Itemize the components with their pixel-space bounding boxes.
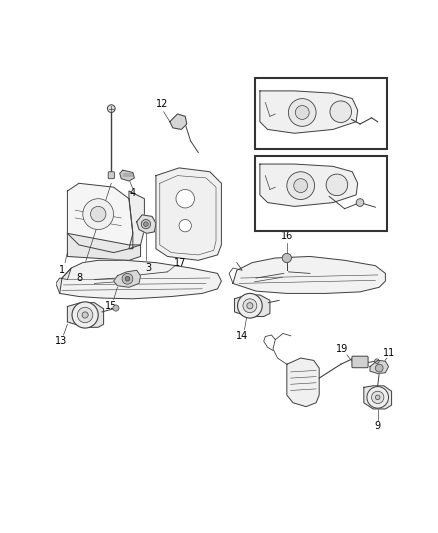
Circle shape	[107, 105, 115, 112]
Text: 11: 11	[383, 348, 396, 358]
Text: (BUX): (BUX)	[260, 219, 284, 228]
Circle shape	[78, 308, 93, 322]
Circle shape	[287, 172, 314, 199]
Polygon shape	[287, 358, 319, 407]
Text: 1: 1	[59, 265, 65, 276]
Circle shape	[375, 395, 380, 400]
Text: 15: 15	[105, 301, 117, 311]
Circle shape	[356, 199, 364, 206]
Circle shape	[179, 220, 191, 232]
Bar	[254, 78, 387, 149]
Polygon shape	[67, 183, 133, 253]
Polygon shape	[129, 191, 145, 249]
Polygon shape	[120, 170, 134, 181]
Circle shape	[237, 294, 262, 318]
Text: 14: 14	[236, 331, 248, 341]
Bar	[254, 156, 387, 231]
Circle shape	[330, 101, 352, 123]
Text: 3: 3	[145, 263, 151, 273]
Circle shape	[141, 220, 151, 229]
Circle shape	[72, 302, 98, 328]
FancyBboxPatch shape	[108, 172, 114, 179]
Circle shape	[375, 364, 383, 372]
Polygon shape	[60, 260, 221, 299]
Text: (EXC.  BUX): (EXC. BUX)	[260, 136, 308, 146]
Circle shape	[144, 222, 148, 227]
Polygon shape	[234, 295, 270, 317]
Polygon shape	[233, 256, 385, 294]
Circle shape	[82, 312, 88, 318]
Circle shape	[288, 99, 316, 126]
Polygon shape	[67, 233, 141, 260]
Text: 12: 12	[313, 211, 325, 221]
Polygon shape	[170, 114, 187, 130]
Circle shape	[371, 391, 384, 403]
Text: 19: 19	[336, 344, 348, 354]
Text: 9: 9	[374, 421, 381, 431]
Circle shape	[326, 174, 348, 196]
Circle shape	[374, 359, 379, 364]
Circle shape	[176, 189, 194, 208]
Text: 19: 19	[377, 196, 389, 206]
FancyBboxPatch shape	[352, 356, 368, 368]
Text: 16: 16	[281, 231, 293, 241]
Polygon shape	[156, 168, 221, 260]
Polygon shape	[364, 386, 392, 409]
Polygon shape	[370, 360, 389, 374]
Polygon shape	[137, 215, 156, 233]
Circle shape	[83, 199, 113, 230]
Text: 4: 4	[130, 188, 136, 198]
Circle shape	[247, 303, 253, 309]
Circle shape	[91, 206, 106, 222]
Circle shape	[113, 305, 119, 311]
Polygon shape	[113, 270, 141, 287]
Circle shape	[295, 106, 309, 119]
Text: 12: 12	[156, 99, 168, 109]
Circle shape	[282, 253, 291, 263]
Circle shape	[243, 299, 257, 313]
Polygon shape	[67, 303, 103, 327]
Circle shape	[294, 179, 307, 192]
Circle shape	[367, 386, 389, 408]
Text: 17: 17	[174, 257, 187, 268]
Circle shape	[122, 273, 133, 284]
Polygon shape	[260, 91, 358, 133]
Text: 8: 8	[76, 273, 82, 283]
Polygon shape	[56, 268, 71, 294]
Polygon shape	[260, 164, 358, 206]
Circle shape	[125, 277, 130, 281]
Text: 13: 13	[55, 336, 67, 346]
Text: 19: 19	[377, 109, 389, 119]
